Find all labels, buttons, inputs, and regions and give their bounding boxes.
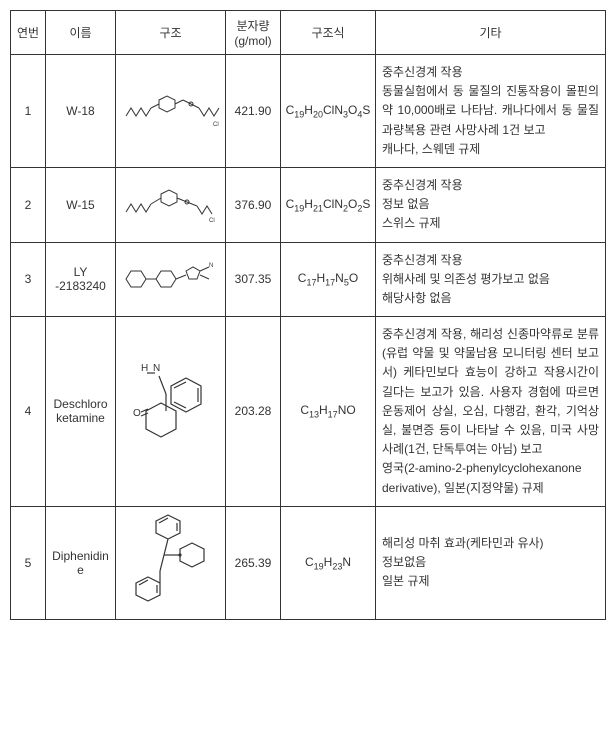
cell-formula: C19H21ClN2O2S — [281, 167, 376, 242]
cell-mw: 265.39 — [226, 506, 281, 619]
header-row: 연번 이름 구조 분자량 (g/mol) 구조식 기타 — [11, 11, 606, 55]
cell-no: 1 — [11, 55, 46, 168]
cell-structure — [116, 506, 226, 619]
cell-mw: 421.90 — [226, 55, 281, 168]
cell-structure: N — [116, 242, 226, 317]
cell-mw: 203.28 — [226, 317, 281, 507]
svg-text:H: H — [141, 363, 148, 374]
cell-structure: HN O — [116, 317, 226, 507]
table-row: 4Deschloro ketamine HN O 203.28C13H17NO중추신경… — [11, 317, 606, 507]
cell-notes: 해리성 마취 효과(케타민과 유사) 정보없음 일본 규제 — [376, 506, 606, 619]
svg-text:O: O — [133, 408, 141, 419]
cell-no: 4 — [11, 317, 46, 507]
cell-name: Diphenidine — [46, 506, 116, 619]
cell-notes: 중추신경계 작용 위해사례 및 의존성 평가보고 없음 해당사항 없음 — [376, 242, 606, 317]
cell-notes: 중추신경계 작용 동물실험에서 동 물질의 진통작용이 몰핀의 약 10,000… — [376, 55, 606, 168]
table-row: 5Diphenidine 265.39C19H23N해리성 마취 효과(케타민과 … — [11, 506, 606, 619]
cell-formula: C17H17N5O — [281, 242, 376, 317]
header-notes: 기타 — [376, 11, 606, 55]
cell-no: 3 — [11, 242, 46, 317]
cell-structure: Cl — [116, 55, 226, 168]
cell-formula: C19H23N — [281, 506, 376, 619]
cell-formula: C19H20ClN3O4S — [281, 55, 376, 168]
cell-name: W-18 — [46, 55, 116, 168]
cell-name: Deschloro ketamine — [46, 317, 116, 507]
table-row: 1W-18 Cl 421.90C19H20ClN3O4S중추신경계 작용 동물실험에… — [11, 55, 606, 168]
table-row: 2W-15 Cl 376.90C19H21ClN2O2S중추신경계 작용 정보 없음… — [11, 167, 606, 242]
cell-mw: 307.35 — [226, 242, 281, 317]
cell-structure: Cl — [116, 167, 226, 242]
header-no: 연번 — [11, 11, 46, 55]
cell-no: 5 — [11, 506, 46, 619]
compound-table: 연번 이름 구조 분자량 (g/mol) 구조식 기타 1W-18 Cl 421.9… — [10, 10, 606, 620]
cell-name: LY -2183240 — [46, 242, 116, 317]
header-structure: 구조 — [116, 11, 226, 55]
cell-no: 2 — [11, 167, 46, 242]
header-formula: 구조식 — [281, 11, 376, 55]
cell-name: W-15 — [46, 167, 116, 242]
svg-text:N: N — [209, 263, 213, 269]
table-row: 3LY -2183240 N 307.35C17H17N5O중추신경계 작용 위해사… — [11, 242, 606, 317]
svg-text:N: N — [153, 363, 160, 374]
cell-notes: 중추신경계 작용, 해리성 신종마약류로 분류(유럽 약물 및 약물남용 모니터… — [376, 317, 606, 507]
header-mw: 분자량 (g/mol) — [226, 11, 281, 55]
svg-text:Cl: Cl — [209, 218, 215, 224]
cell-mw: 376.90 — [226, 167, 281, 242]
svg-text:Cl: Cl — [213, 122, 219, 128]
cell-notes: 중추신경계 작용 정보 없음 스위스 규제 — [376, 167, 606, 242]
cell-formula: C13H17NO — [281, 317, 376, 507]
header-name: 이름 — [46, 11, 116, 55]
